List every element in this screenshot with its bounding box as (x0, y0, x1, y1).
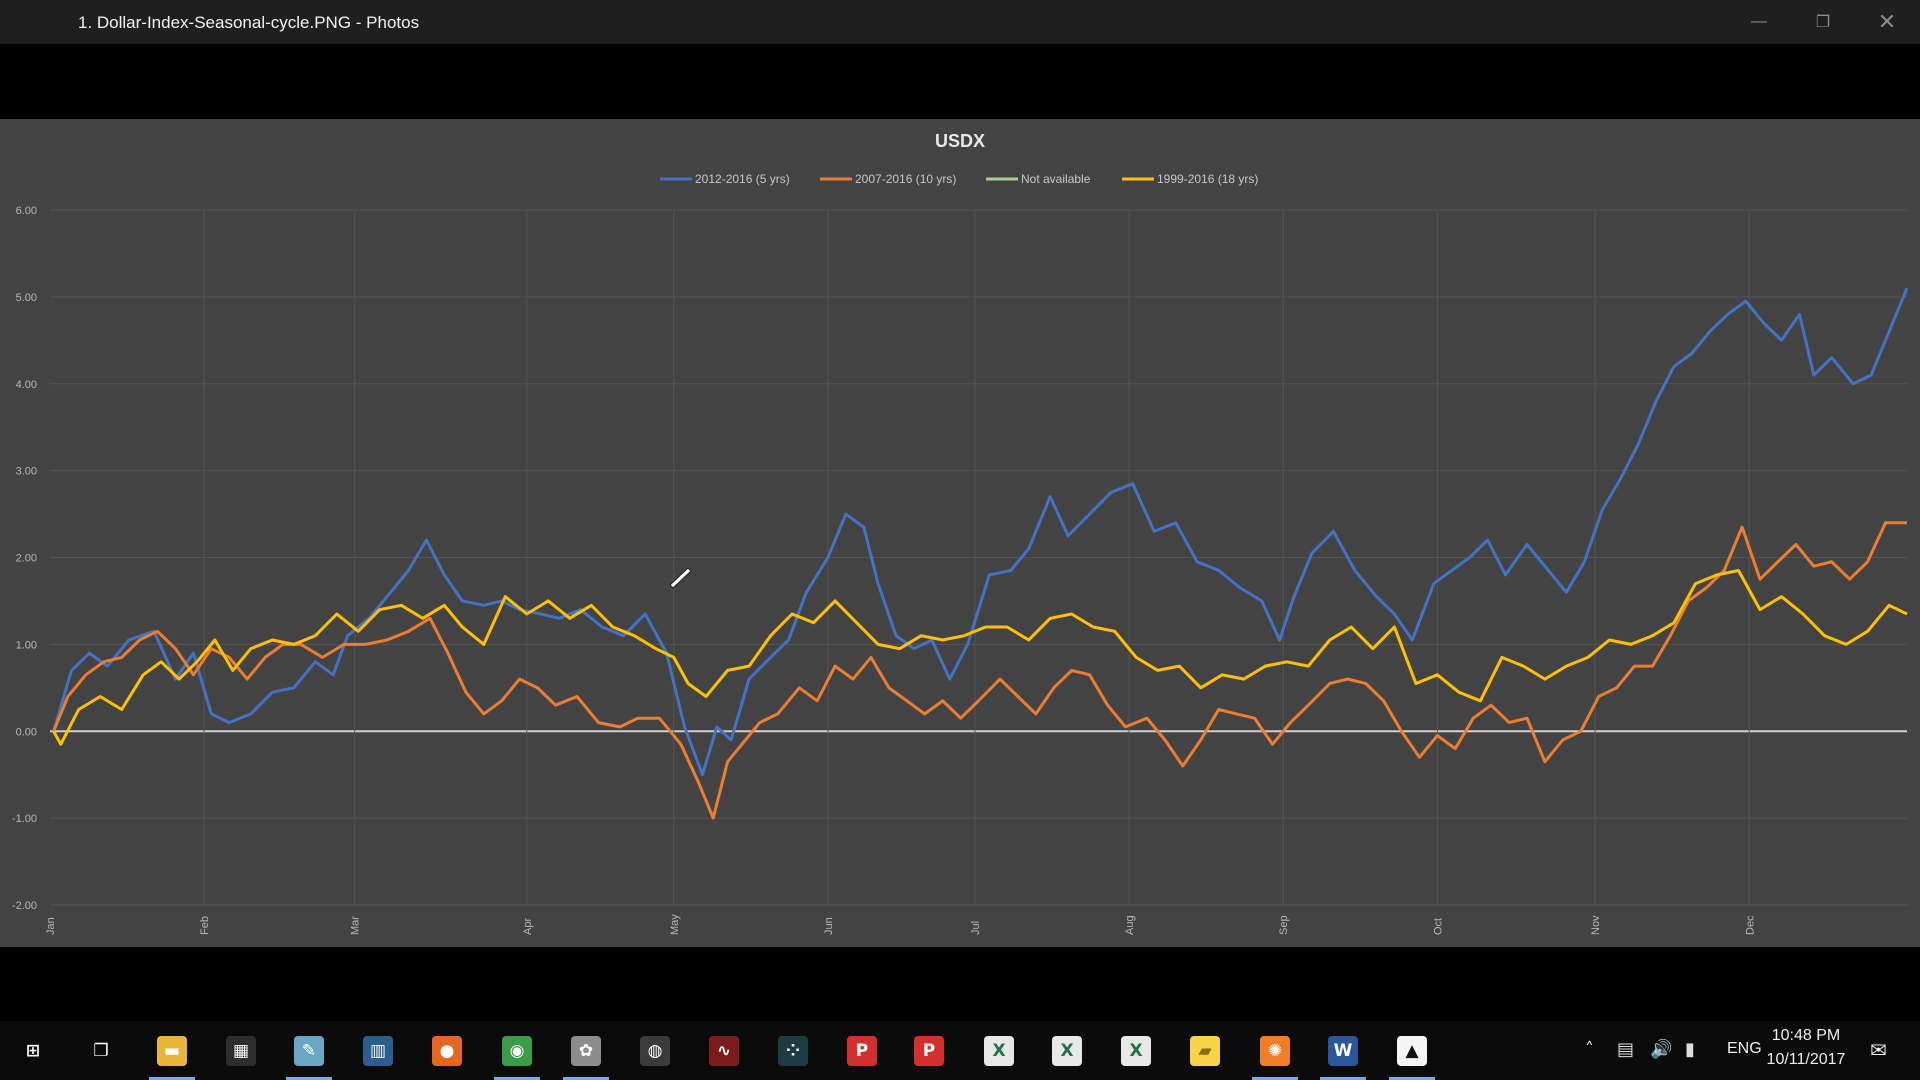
calendar-icon: ▥ (363, 1035, 393, 1066)
y-tick-label: 0.00 (16, 726, 37, 738)
x-tick-label: May (669, 914, 681, 935)
file-explorer-button[interactable]: ▬ (143, 1021, 201, 1080)
x-tick-label: Jul (970, 921, 982, 935)
y-tick-label: 3.00 (16, 466, 37, 478)
clock-date[interactable]: 10/11/2017 (1766, 1051, 1846, 1068)
title-bar[interactable]: 1. Dollar-Index-Seasonal-cycle.PNG - Pho… (0, 0, 1920, 44)
y-tick-label: 5.00 (16, 292, 37, 304)
y-tick-label: 4.00 (16, 379, 37, 391)
photos-button[interactable]: ▲ (1383, 1021, 1441, 1080)
excel-window-button-3[interactable]: X (1107, 1021, 1165, 1080)
start-button[interactable]: ⊞ (4, 1021, 62, 1080)
minimize-icon: — (1751, 13, 1767, 30)
x-tick-label: Dec (1744, 915, 1756, 935)
viewer-background (0, 947, 1920, 1021)
word-icon: W (1328, 1035, 1358, 1066)
word-button[interactable]: W (1314, 1021, 1372, 1080)
dots-app-button[interactable]: ⁘ (764, 1021, 822, 1080)
y-tick-label: 1.00 (16, 639, 37, 651)
action-center-icon[interactable]: ✉ (1870, 1038, 1887, 1062)
y-tick-label: 6.00 (16, 205, 37, 217)
legend-entry: 2007-2016 (10 yrs) (855, 172, 956, 186)
pdf-app-button-2[interactable]: P (900, 1021, 958, 1080)
excel-window-button-2[interactable]: X (1038, 1021, 1096, 1080)
window-title: 1. Dollar-Index-Seasonal-cycle.PNG - Pho… (78, 13, 420, 32)
y-tick-label: 2.00 (16, 553, 37, 565)
y-tick-label: -1.00 (12, 813, 37, 825)
excel-window-button-1[interactable]: X (970, 1021, 1028, 1080)
battery-icon[interactable]: ▮ (1685, 1039, 1695, 1060)
windows-logo-icon: ⊞ (25, 1040, 41, 1061)
legend-entry: Not available (1021, 172, 1091, 186)
x-tick-label: Apr (522, 918, 534, 935)
series-line (52, 521, 1907, 820)
chrome-icon: ◉ (502, 1035, 532, 1066)
x-tick-label: Mar (350, 916, 362, 935)
wave-logo-icon: ∿ (709, 1035, 739, 1066)
pen-cursor-icon (669, 567, 692, 589)
store-button[interactable]: ▦ (212, 1021, 270, 1080)
palette-icon: ✿ (571, 1035, 601, 1066)
p-logo-icon: P (914, 1035, 944, 1066)
system-tray: ˄ ▤ 🔊 ▮ ENG 10:48 PM 10/11/2017 ✉ (1570, 1021, 1920, 1080)
close-icon: ✕ (1877, 9, 1897, 34)
x-doc-icon: X (984, 1035, 1014, 1066)
chart-title: USDX (935, 131, 985, 151)
task-view-button[interactable]: ❐ (72, 1021, 130, 1080)
x-tick-label: Feb (199, 916, 211, 935)
network-icon[interactable]: ▤ (1617, 1039, 1635, 1060)
mountain-image-icon: ▲ (1397, 1035, 1427, 1066)
sticky-notes-button[interactable]: ▰ (1176, 1021, 1234, 1080)
map-pin-icon: ◍ (640, 1035, 670, 1066)
x-tick-label: Jun (823, 917, 835, 935)
image-viewer[interactable]: USDX 6.00 5.00 4.00 3.00 2.00 1.00 0.00 -1.00 -2.… (0, 119, 1920, 947)
calendar-app-button[interactable]: ▥ (349, 1021, 407, 1080)
legend-entry: 1999-2016 (18 yrs) (1157, 172, 1258, 186)
p-logo-icon: P (847, 1035, 877, 1066)
maps-app-button[interactable]: ◍ (626, 1021, 684, 1080)
flower-icon: ✺ (1260, 1035, 1290, 1066)
notes-app-button[interactable]: ✎ (280, 1021, 338, 1080)
firefox-icon: ● (432, 1035, 462, 1066)
input-language[interactable]: ENG (1727, 1040, 1762, 1057)
x-tick-label: Oct (1432, 918, 1444, 935)
media-app-button[interactable]: ∿ (695, 1021, 753, 1080)
x-tick-label: Jan (45, 917, 57, 935)
orange-app-button[interactable]: ✺ (1246, 1021, 1304, 1080)
pdf-app-button-1[interactable]: P (833, 1021, 891, 1080)
taskbar: ⊞ ❐ ▬ ▦ ✎ ▥ ● ◉ ✿ ◍ ∿ ⁘ P P X X X ▰ ✺ W ▲ ˄ ▤ 🔊 ▮ ENG 10:48 … (0, 1021, 1920, 1080)
series-line (52, 287, 1909, 777)
x-doc-icon: X (1121, 1035, 1151, 1066)
paint-button[interactable]: ✿ (557, 1021, 615, 1080)
legend-entry: 2012-2016 (5 yrs) (695, 172, 790, 186)
x-tick-label: Nov (1590, 915, 1602, 935)
series-line (52, 569, 1908, 746)
dots-arc-icon: ⁘ (778, 1035, 808, 1066)
x-tick-label: Aug (1124, 915, 1136, 935)
minimize-button[interactable]: — (1727, 0, 1791, 44)
restore-icon: ❐ (1815, 14, 1831, 31)
x-tick-label: Sep (1278, 915, 1290, 935)
chrome-button[interactable]: ◉ (488, 1021, 546, 1080)
firefox-button[interactable]: ● (418, 1021, 476, 1080)
photos-command-bar (0, 44, 1920, 119)
restore-button[interactable]: ❐ (1791, 0, 1855, 44)
chevron-up-icon[interactable]: ˄ (1585, 1039, 1594, 1060)
task-view-icon: ❐ (93, 1040, 109, 1061)
store-bag-icon: ▦ (226, 1035, 256, 1066)
speaker-icon[interactable]: 🔊 (1650, 1039, 1673, 1060)
x-doc-icon: X (1052, 1035, 1082, 1066)
sticky-note-icon: ▰ (1190, 1035, 1220, 1066)
clock-time[interactable]: 10:48 PM (1771, 1027, 1841, 1044)
notepad-icon: ✎ (294, 1035, 324, 1066)
y-tick-label: -2.00 (12, 900, 37, 912)
folder-icon: ▬ (157, 1035, 187, 1066)
usdx-chart: USDX 6.00 5.00 4.00 3.00 2.00 1.00 0.00 -1.00 -2.… (12, 131, 1909, 935)
close-button[interactable]: ✕ (1855, 0, 1919, 44)
